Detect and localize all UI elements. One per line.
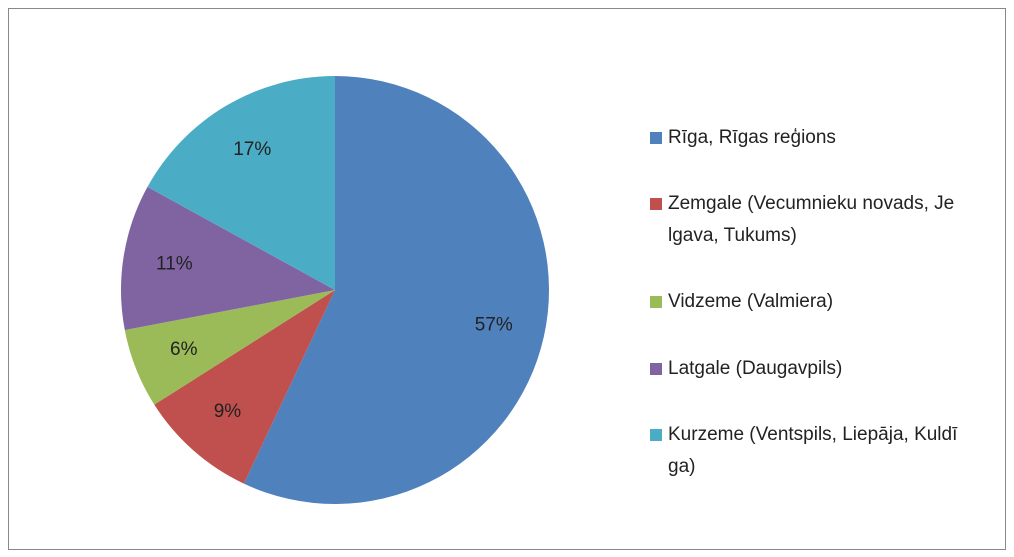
- data-label: 6%: [170, 339, 198, 360]
- data-label: 9%: [214, 401, 242, 422]
- pie-slice: [120, 186, 335, 331]
- chart-frame: [8, 8, 1006, 550]
- legend-label: Vidzeme (Valmiera): [668, 291, 834, 313]
- legend-swatch: [650, 198, 662, 211]
- data-label: 11%: [156, 254, 193, 275]
- pie-slice: [124, 290, 335, 405]
- data-label: 17%: [233, 139, 271, 160]
- legend-item: Zemgale (Vecumnieku novads, Jelgava, Tuk…: [650, 188, 970, 252]
- legend-item: Kurzeme (Ventspils, Liepāja, Kuldīga): [650, 419, 970, 483]
- legend: Rīga, Rīgas reģions Zemgale (Vecumnieku n…: [650, 105, 970, 500]
- legend-label: Latgale (Daugavpils): [668, 357, 843, 379]
- pie-slice: [154, 290, 335, 484]
- legend-label: Kurzeme (Ventspils, Liepāja, Kuldīga): [668, 423, 958, 477]
- legend-item: Vidzeme (Valmiera): [650, 286, 970, 318]
- legend-swatch: [650, 428, 662, 441]
- data-label: 57%: [475, 314, 513, 335]
- legend-label: Zemgale (Vecumnieku novads, Jelgava, Tuk…: [668, 193, 955, 247]
- legend-swatch: [650, 132, 662, 145]
- legend-label: Rīga, Rīgas reģions: [668, 127, 836, 149]
- legend-item: Latgale (Daugavpils): [650, 353, 970, 385]
- legend-item: Rīga, Rīgas reģions: [650, 122, 970, 154]
- pie-slice: [243, 76, 549, 505]
- legend-swatch: [650, 296, 662, 309]
- pie-slice: [147, 76, 335, 290]
- legend-swatch: [650, 362, 662, 375]
